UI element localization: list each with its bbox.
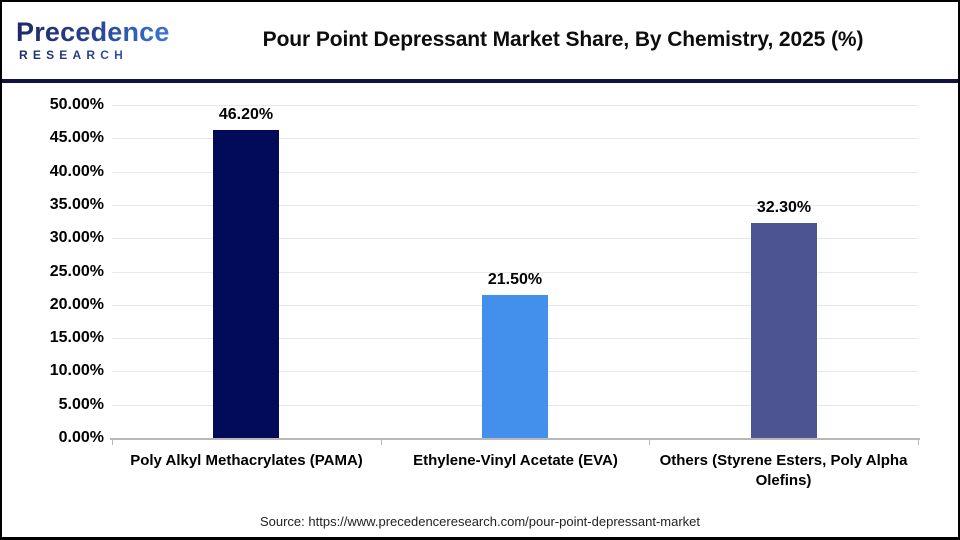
x-axis-tick	[381, 440, 382, 445]
chart-bar-0	[213, 130, 279, 438]
y-axis-tick-label: 15.00%	[49, 329, 104, 346]
bar-value-label: 46.20%	[218, 106, 274, 123]
brand-name: Precedence	[16, 17, 180, 46]
brand-logo: Precedence RESEARCH	[16, 17, 180, 62]
y-axis-tick-label: 30.00%	[49, 229, 104, 246]
y-axis-tick-label: 0.00%	[58, 429, 104, 446]
x-axis-category-label: Others (Styrene Esters, Poly Alpha Olefi…	[659, 452, 908, 490]
gridline	[112, 272, 918, 273]
chart-title: Pour Point Depressant Market Share, By C…	[262, 28, 864, 51]
gridline	[112, 172, 918, 173]
header-divider	[2, 79, 958, 83]
y-axis-tick-label: 5.00%	[58, 396, 104, 413]
y-axis-tick-label: 25.00%	[49, 263, 104, 280]
bar-value-label: 32.30%	[756, 199, 812, 216]
x-axis-category-label: Ethylene-Vinyl Acetate (EVA)	[413, 452, 618, 469]
header: Precedence RESEARCH Pour Point Depressan…	[2, 2, 958, 78]
brand-subtitle: RESEARCH	[16, 48, 180, 62]
bar-chart: 0.00% 5.00% 10.00% 15.00% 20.00% 25.00% 30.00%…	[2, 83, 958, 537]
bar-value-label: 21.50%	[487, 271, 543, 288]
y-axis-tick-label: 20.00%	[49, 296, 104, 313]
y-axis-tick-label: 40.00%	[49, 163, 104, 180]
x-axis-category-label: Poly Alkyl Methacrylates (PAMA)	[130, 452, 363, 469]
gridline	[112, 105, 918, 106]
x-axis-line	[110, 438, 920, 440]
gridline	[112, 238, 918, 239]
x-axis-tick	[918, 440, 919, 445]
x-axis-tick	[649, 440, 650, 445]
source-text: Source: https://www.precedenceresearch.c…	[259, 514, 701, 529]
gridline	[112, 205, 918, 206]
chart-bar-2	[751, 223, 817, 438]
y-axis-tick-label: 45.00%	[49, 129, 104, 146]
gridline	[112, 138, 918, 139]
y-axis-tick-label: 50.00%	[49, 96, 104, 113]
x-axis-tick	[112, 440, 113, 445]
y-axis-tick-label: 35.00%	[49, 196, 104, 213]
chart-bar-1	[482, 295, 548, 438]
y-axis-tick-label: 10.00%	[49, 362, 104, 379]
